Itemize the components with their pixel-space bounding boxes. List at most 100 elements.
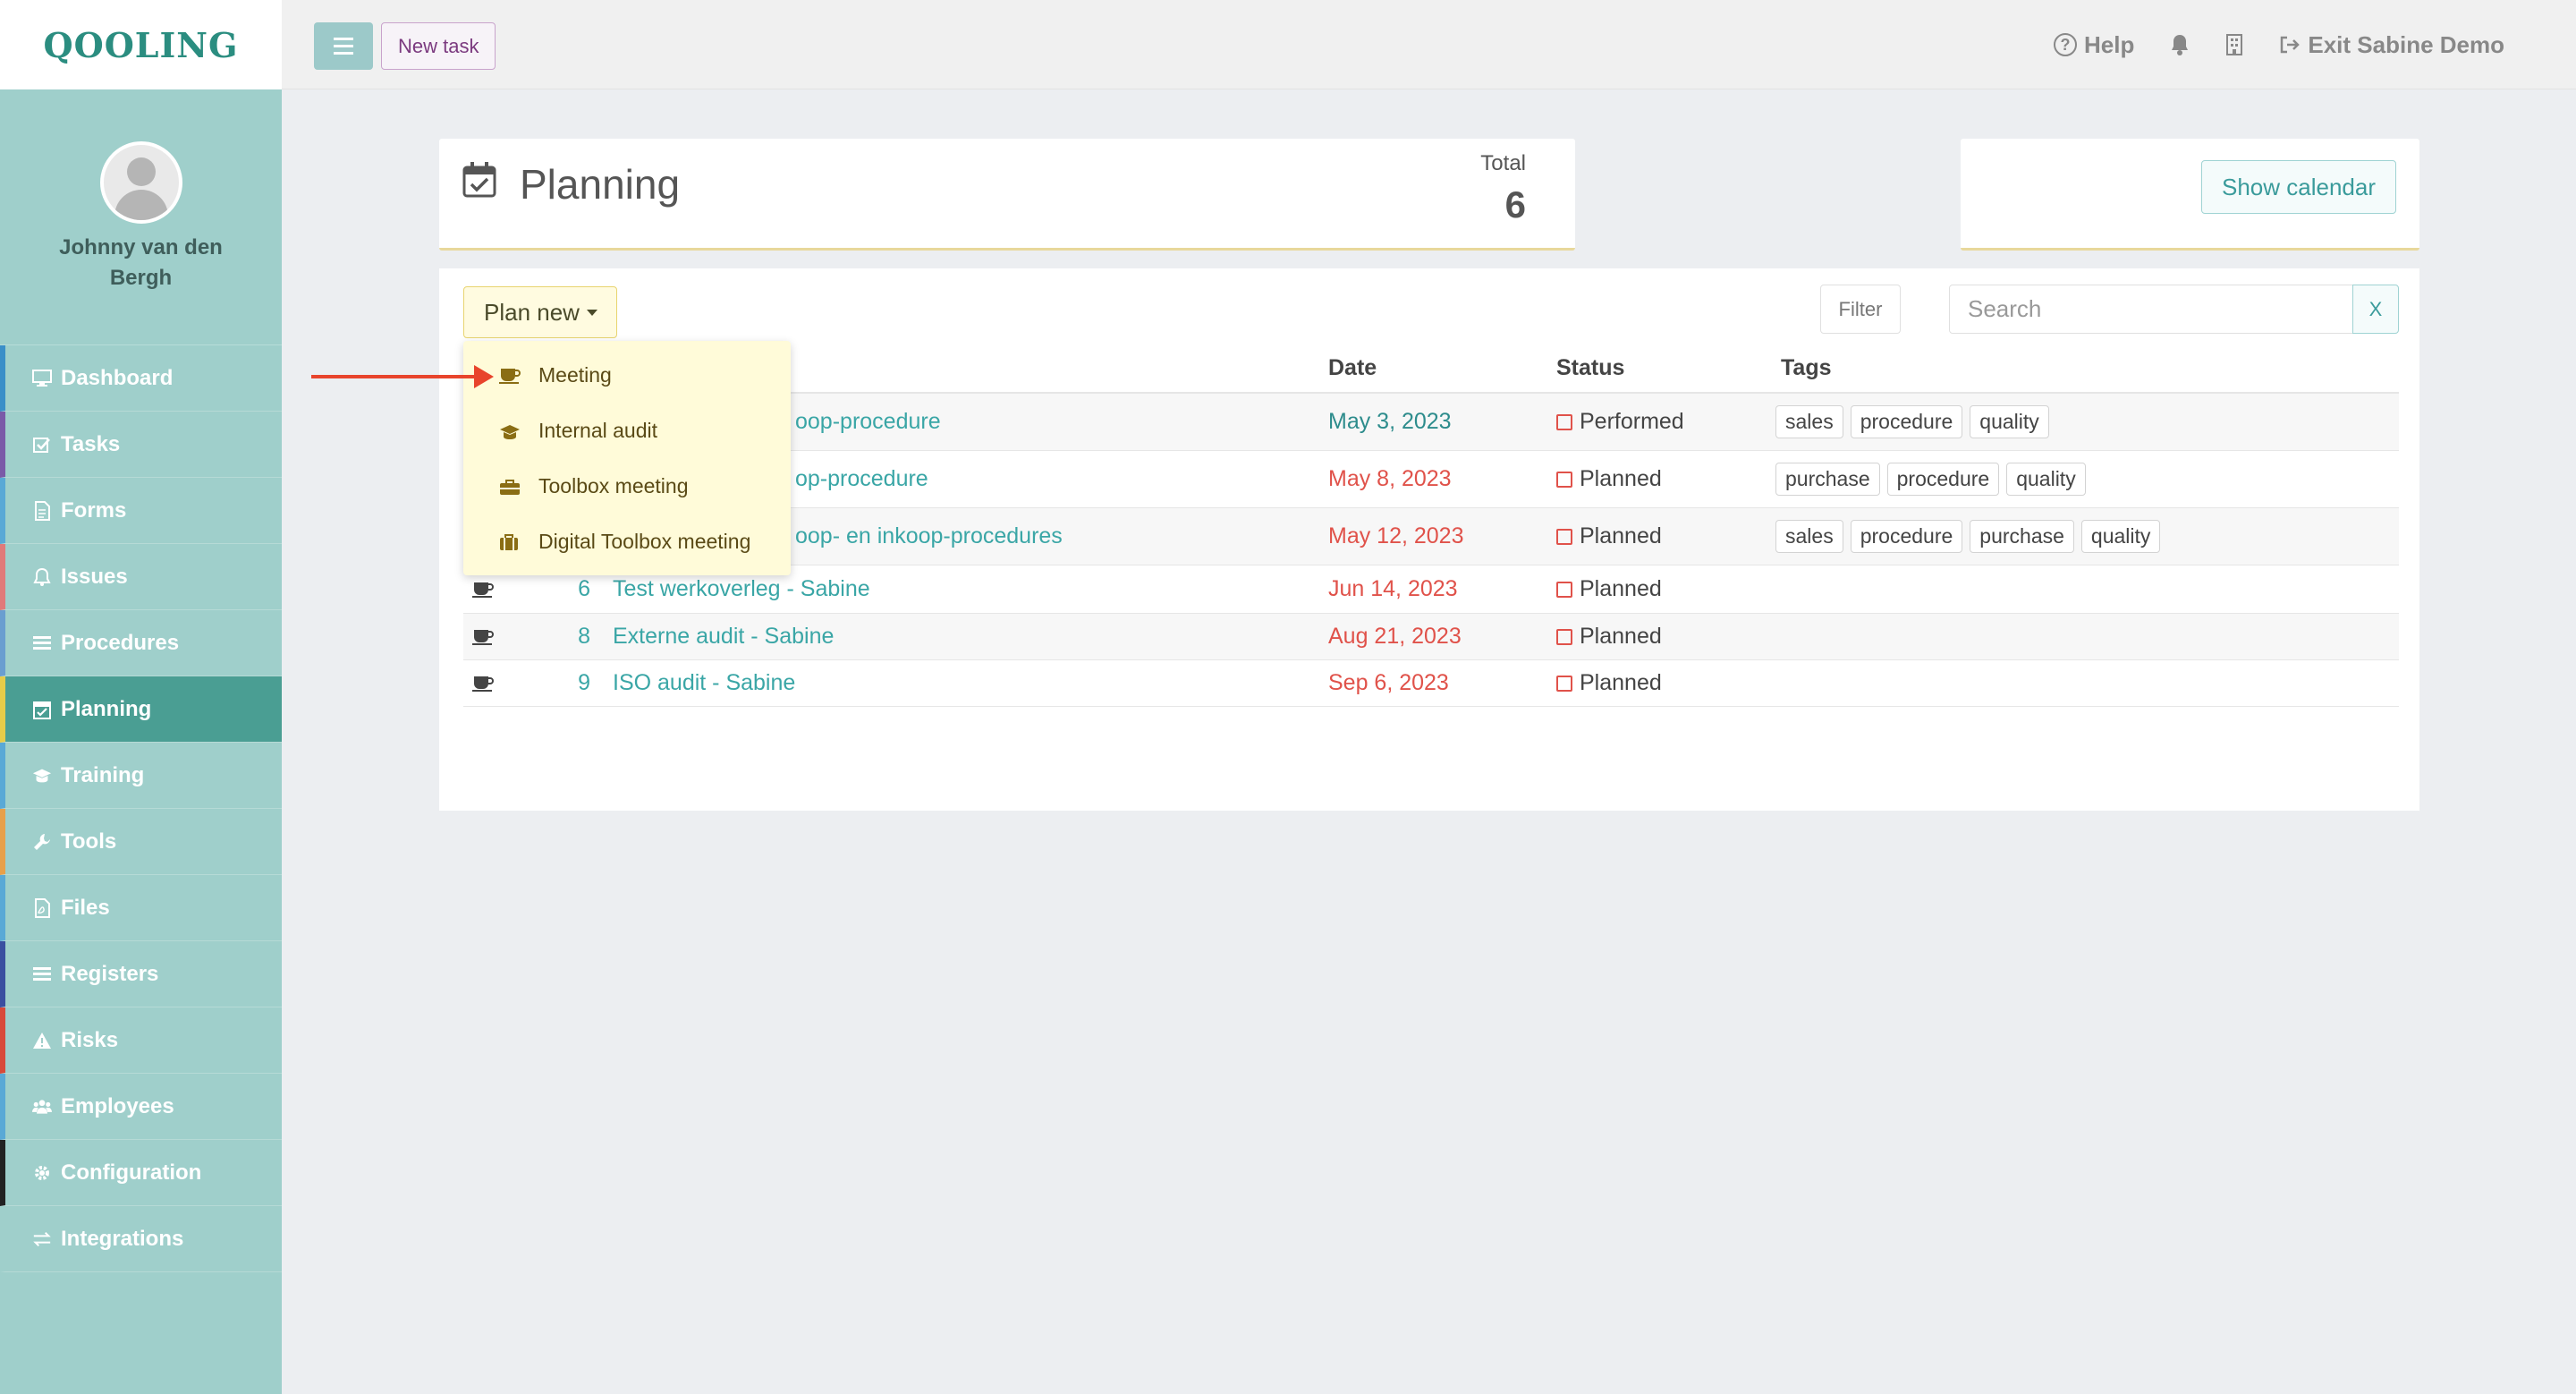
- row-status: Planned: [1556, 576, 1662, 602]
- sidebar-item-planning[interactable]: Planning: [0, 676, 282, 743]
- list-icon: [32, 965, 52, 983]
- row-tags: sales procedure quality: [1775, 405, 2049, 438]
- row-date: Jun 14, 2023: [1328, 576, 1458, 601]
- row-number[interactable]: 6: [578, 576, 590, 601]
- dropdown-item-label: Digital Toolbox meeting: [538, 529, 751, 553]
- tag-badge[interactable]: sales: [1775, 405, 1843, 438]
- row-title-link[interactable]: Test werkoverleg - Sabine: [613, 576, 870, 601]
- sidebar-item-label: Files: [61, 895, 110, 920]
- sidebar-item-tasks[interactable]: Tasks: [0, 412, 282, 478]
- help-label: Help: [2084, 30, 2135, 58]
- table-row[interactable]: 6 Test werkoverleg - Sabine Jun 14, 2023 Pl…: [463, 565, 2399, 614]
- sidebar-item-label: Procedures: [61, 630, 180, 655]
- graduation-cap-icon: [499, 421, 521, 439]
- sidebar-item-training[interactable]: Training: [0, 743, 282, 809]
- search-clear-button[interactable]: X: [2352, 285, 2399, 334]
- sidebar-item-label: Issues: [61, 564, 128, 589]
- filter-button[interactable]: Filter: [1820, 285, 1901, 334]
- tag-badge[interactable]: procedure: [1886, 463, 2000, 496]
- row-title-link[interactable]: oop- en inkoop-procedures: [795, 523, 1063, 548]
- sidebar: QOOLING Johnny van den Bergh Dashboard Ta…: [0, 0, 282, 1394]
- coffee-cup-icon: [472, 628, 494, 645]
- tag-badge[interactable]: quality: [2080, 520, 2161, 553]
- tag-badge[interactable]: procedure: [1850, 405, 1963, 438]
- sidebar-item-issues[interactable]: Issues: [0, 544, 282, 610]
- tag-badge[interactable]: procedure: [1850, 520, 1963, 553]
- tag-badge[interactable]: quality: [1970, 405, 2049, 438]
- row-title-link[interactable]: oop-procedure: [795, 409, 941, 434]
- sidebar-item-label: Forms: [61, 497, 127, 523]
- notifications-button[interactable]: [2170, 33, 2190, 56]
- table-row[interactable]: 8 Externe audit - Sabine Aug 21, 2023 Plann…: [463, 614, 2399, 660]
- sidebar-item-procedures[interactable]: Procedures: [0, 610, 282, 676]
- total-value: 6: [1504, 183, 1526, 225]
- row-status: Planned: [1556, 523, 1662, 549]
- show-calendar-button[interactable]: Show calendar: [2201, 160, 2396, 214]
- bell-icon: [2172, 35, 2189, 55]
- sidebar-item-employees[interactable]: Employees: [0, 1074, 282, 1140]
- annotation-arrow-head: [474, 365, 494, 388]
- hamburger-menu-button[interactable]: [314, 22, 373, 70]
- caret-down-icon: [586, 309, 597, 316]
- sign-out-icon: [2281, 36, 2301, 54]
- calendar-check-icon: [32, 701, 52, 719]
- row-number[interactable]: 9: [578, 670, 590, 695]
- row-number[interactable]: 8: [578, 624, 590, 649]
- row-title-link[interactable]: Externe audit - Sabine: [613, 624, 835, 649]
- dropdown-item-digital-toolbox-meeting[interactable]: Digital Toolbox meeting: [463, 514, 791, 569]
- tag-badge[interactable]: purchase: [1775, 463, 1880, 496]
- status-checkbox-icon: [1556, 628, 1572, 645]
- status-label: Planned: [1580, 576, 1662, 601]
- dropdown-item-meeting[interactable]: Meeting: [463, 347, 791, 403]
- exit-demo-link[interactable]: Exit Sabine Demo: [2279, 31, 2504, 59]
- sidebar-item-forms[interactable]: Forms: [0, 478, 282, 544]
- column-header-status[interactable]: Status: [1556, 355, 1625, 380]
- sidebar-item-tools[interactable]: Tools: [0, 809, 282, 875]
- brand-logo[interactable]: QOOLING: [43, 24, 239, 65]
- sidebar-item-registers[interactable]: Registers: [0, 941, 282, 1007]
- monitor-icon: [32, 369, 52, 387]
- row-title-link[interactable]: op-procedure: [795, 466, 928, 491]
- users-icon: [32, 1098, 52, 1116]
- row-date: Sep 6, 2023: [1328, 670, 1449, 695]
- dropdown-item-internal-audit[interactable]: Internal audit: [463, 403, 791, 458]
- column-header-date[interactable]: Date: [1328, 355, 1377, 380]
- dropdown-item-label: Meeting: [538, 362, 612, 387]
- coffee-cup-icon: [472, 581, 494, 598]
- avatar[interactable]: [99, 141, 182, 224]
- help-link[interactable]: ? Help: [2054, 31, 2134, 59]
- status-label: Planned: [1580, 624, 1662, 649]
- status-checkbox-icon: [1556, 675, 1572, 692]
- plan-new-label: Plan new: [484, 298, 580, 326]
- calendar-card: Show calendar: [1961, 139, 2419, 251]
- dropdown-item-toolbox-meeting[interactable]: Toolbox meeting: [463, 458, 791, 514]
- column-header-tags[interactable]: Tags: [1781, 355, 1832, 380]
- sidebar-item-configuration[interactable]: Configuration: [0, 1140, 282, 1206]
- gear-icon: [32, 1164, 52, 1182]
- row-title-link[interactable]: ISO audit - Sabine: [613, 670, 796, 695]
- plan-new-dropdown-button[interactable]: Plan new: [463, 286, 617, 338]
- search-input[interactable]: [1949, 285, 2362, 334]
- sidebar-item-dashboard[interactable]: Dashboard: [0, 345, 282, 412]
- tag-badge[interactable]: purchase: [1970, 520, 2074, 553]
- total-label: Total: [1480, 151, 1526, 175]
- status-label: Planned: [1580, 523, 1662, 548]
- sidebar-item-files[interactable]: Files: [0, 875, 282, 941]
- sidebar-item-label: Planning: [61, 696, 152, 721]
- table-row[interactable]: 9 ISO audit - Sabine Sep 6, 2023 Planned: [463, 660, 2399, 707]
- tag-badge[interactable]: quality: [2006, 463, 2086, 496]
- tag-badge[interactable]: sales: [1775, 520, 1843, 553]
- building-icon: [2226, 34, 2243, 55]
- sidebar-item-integrations[interactable]: Integrations: [0, 1206, 282, 1272]
- plan-new-dropdown-menu: Meeting Internal audit Toolbox meeting Digi…: [463, 341, 791, 575]
- status-label: Performed: [1580, 409, 1684, 434]
- sidebar-item-label: Risks: [61, 1027, 119, 1052]
- sidebar-item-label: Registers: [61, 961, 159, 986]
- building-button[interactable]: [2225, 33, 2243, 56]
- status-checkbox-icon: [1556, 471, 1572, 488]
- status-checkbox-icon: [1556, 528, 1572, 545]
- new-task-button[interactable]: New task: [381, 22, 496, 70]
- table-row[interactable]: op-procedure May 8, 2023 Planned purchase pr…: [463, 451, 2399, 508]
- sidebar-item-risks[interactable]: Risks: [0, 1007, 282, 1074]
- planning-header-card: Planning Total 6: [439, 139, 1575, 251]
